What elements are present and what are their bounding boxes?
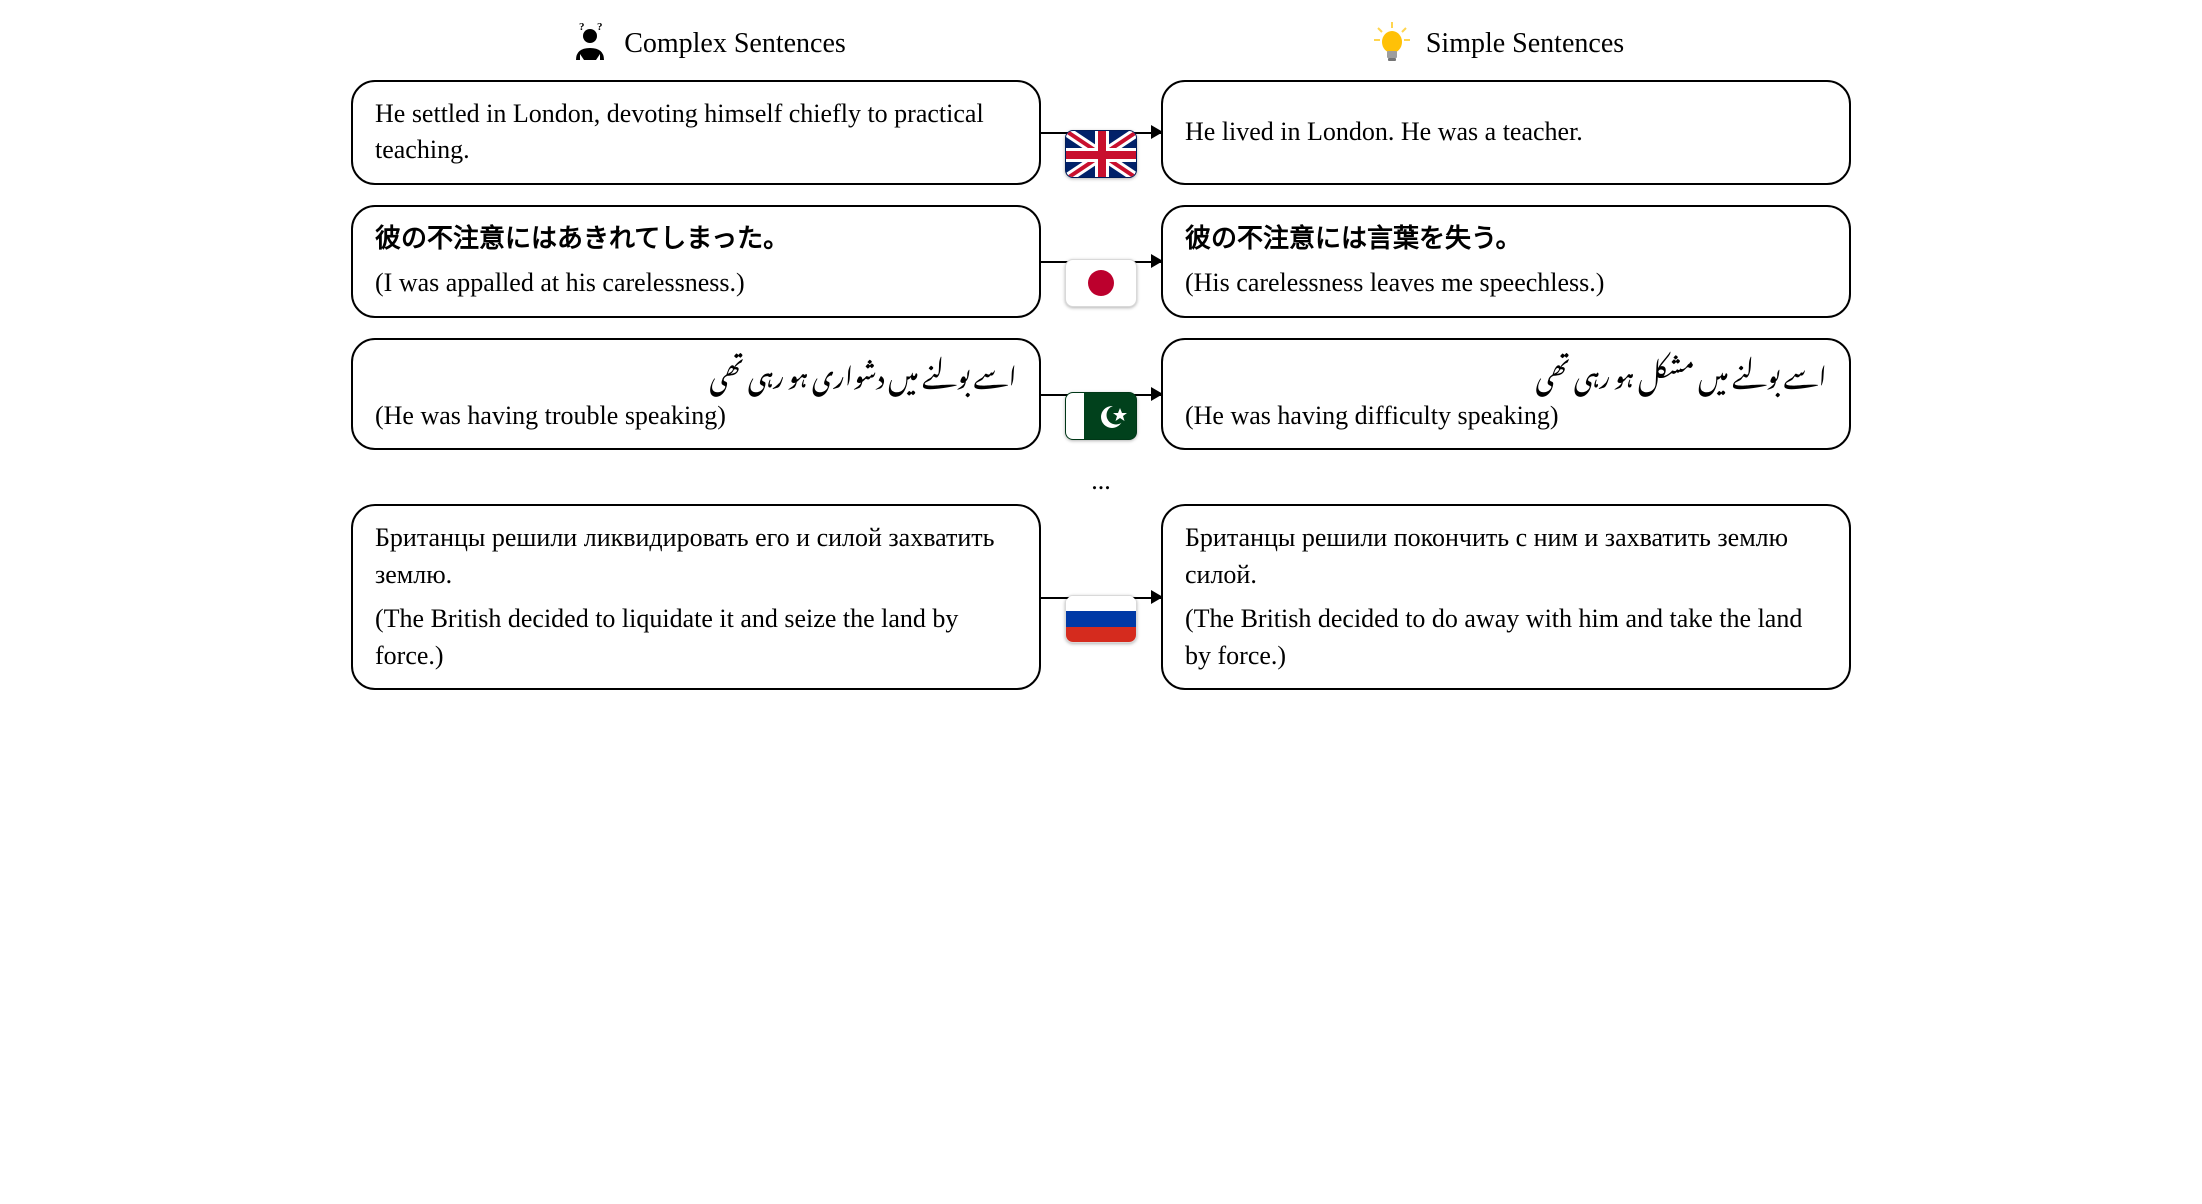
complex-box: Британцы решили ликвидировать его и сило… — [351, 504, 1041, 690]
complex-header-label: Complex Sentences — [624, 28, 846, 60]
complex-translation: (I was appalled at his carelessness.) — [375, 265, 1017, 301]
simple-header: Simple Sentences — [1141, 20, 1851, 68]
arrow-head-icon — [1151, 387, 1163, 401]
complex-box: He settled in London, devoting himself c… — [351, 80, 1041, 185]
example-row: Британцы решили ликвидировать его и сило… — [351, 504, 1851, 690]
complex-header: ? ? Complex Sentences — [351, 20, 1061, 68]
row-connector — [1041, 205, 1161, 318]
svg-text:?: ? — [597, 21, 603, 33]
simple-text: اسے بولنے میں مشکل ہو رہی تھی — [1185, 354, 1827, 390]
simple-translation: (The British decided to do away with him… — [1185, 601, 1827, 674]
complex-translation: (The British decided to liquidate it and… — [375, 601, 1017, 674]
complex-box: 彼の不注意にはあきれてしまった。 (I was appalled at his … — [351, 205, 1041, 318]
arrow-head-icon — [1151, 254, 1163, 268]
svg-text:?: ? — [579, 21, 585, 33]
complex-translation: (He was having trouble speaking) — [375, 398, 1017, 434]
row-connector — [1041, 504, 1161, 690]
russia-flag-icon — [1065, 595, 1137, 643]
simple-text: He lived in London. He was a teacher. — [1185, 114, 1827, 150]
simple-translation: (His carelessness leaves me speechless.) — [1185, 265, 1827, 301]
simple-box: Британцы решили покончить с ним и захват… — [1161, 504, 1851, 690]
ellipsis: ... — [351, 466, 1851, 496]
pakistan-flag-icon — [1065, 392, 1137, 440]
simple-text: Британцы решили покончить с ним и захват… — [1185, 520, 1827, 593]
lightbulb-icon — [1368, 20, 1416, 68]
arrow-head-icon — [1151, 125, 1163, 139]
simple-box: 彼の不注意には言葉を失う。 (His carelessness leaves m… — [1161, 205, 1851, 318]
complex-text: اسے بولنے میں دشواری ہو رہی تھی — [375, 354, 1017, 390]
complex-text: 彼の不注意にはあきれてしまった。 — [375, 221, 1017, 257]
japan-flag-icon — [1065, 259, 1137, 307]
complex-text: Британцы решили ликвидировать его и сило… — [375, 520, 1017, 593]
row-connector — [1041, 80, 1161, 185]
simple-text: 彼の不注意には言葉を失う。 — [1185, 221, 1827, 257]
uk-flag-icon — [1065, 130, 1137, 178]
diagram-container: ? ? Complex Sentences — [351, 20, 1851, 690]
example-row: 彼の不注意にはあきれてしまった。 (I was appalled at his … — [351, 205, 1851, 318]
example-row: اسے بولنے میں دشواری ہو رہی تھی (He was … — [351, 338, 1851, 451]
complex-text: He settled in London, devoting himself c… — [375, 96, 1017, 169]
thinking-person-icon: ? ? — [566, 20, 614, 68]
column-headers: ? ? Complex Sentences — [351, 20, 1851, 68]
arrow-head-icon — [1151, 590, 1163, 604]
complex-box: اسے بولنے میں دشواری ہو رہی تھی (He was … — [351, 338, 1041, 451]
simple-header-label: Simple Sentences — [1426, 28, 1624, 60]
example-row: He settled in London, devoting himself c… — [351, 80, 1851, 185]
simple-box: He lived in London. He was a teacher. — [1161, 80, 1851, 185]
row-connector — [1041, 338, 1161, 451]
simple-box: اسے بولنے میں مشکل ہو رہی تھی (He was ha… — [1161, 338, 1851, 451]
simple-translation: (He was having difficulty speaking) — [1185, 398, 1827, 434]
